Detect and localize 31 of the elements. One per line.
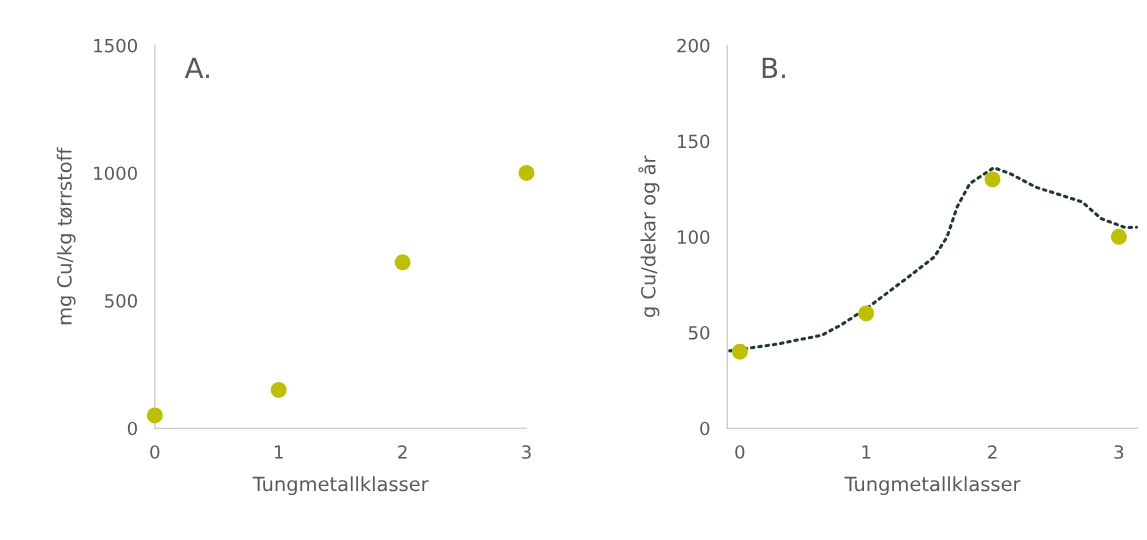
y-tick-label: 1000: [94, 166, 137, 181]
point: [518, 165, 535, 181]
point: [270, 381, 287, 398]
point: [984, 171, 1001, 188]
x-axis-title: Tungmetallklasser: [252, 476, 429, 496]
y-axis-title: g Cu/dekar og år: [638, 155, 660, 318]
y-axis-title: mg Cu/kg tørrstoff: [56, 147, 76, 325]
point: [858, 305, 875, 322]
x-tick-label: 1: [862, 445, 871, 459]
x-tick-label: 2: [398, 445, 407, 459]
y-tick-label: 100: [678, 230, 710, 244]
y-tick-label: 200: [677, 38, 710, 53]
y-tick-label: 500: [105, 294, 137, 308]
point: [394, 254, 411, 271]
y-tick-label: 1500: [94, 38, 137, 53]
x-axis-title: Tungmetallklasser: [844, 476, 1021, 496]
y-tick-label: 0: [127, 421, 137, 436]
x-tick-label: 1: [274, 445, 283, 459]
point: [731, 343, 748, 360]
annotation: A.: [184, 57, 209, 78]
point: [1110, 228, 1127, 245]
x-tick-label: 0: [150, 445, 160, 459]
y-tick-label: 150: [678, 134, 710, 149]
y-tick-label: 0: [700, 421, 710, 436]
x-tick-label: 2: [988, 445, 997, 459]
x-tick-label: 3: [522, 445, 531, 459]
y-tick-label: 50: [688, 325, 710, 340]
annotation: B.: [762, 57, 785, 78]
x-tick-label: 0: [735, 445, 745, 459]
point: [146, 407, 163, 424]
x-tick-label: 3: [1114, 445, 1124, 459]
